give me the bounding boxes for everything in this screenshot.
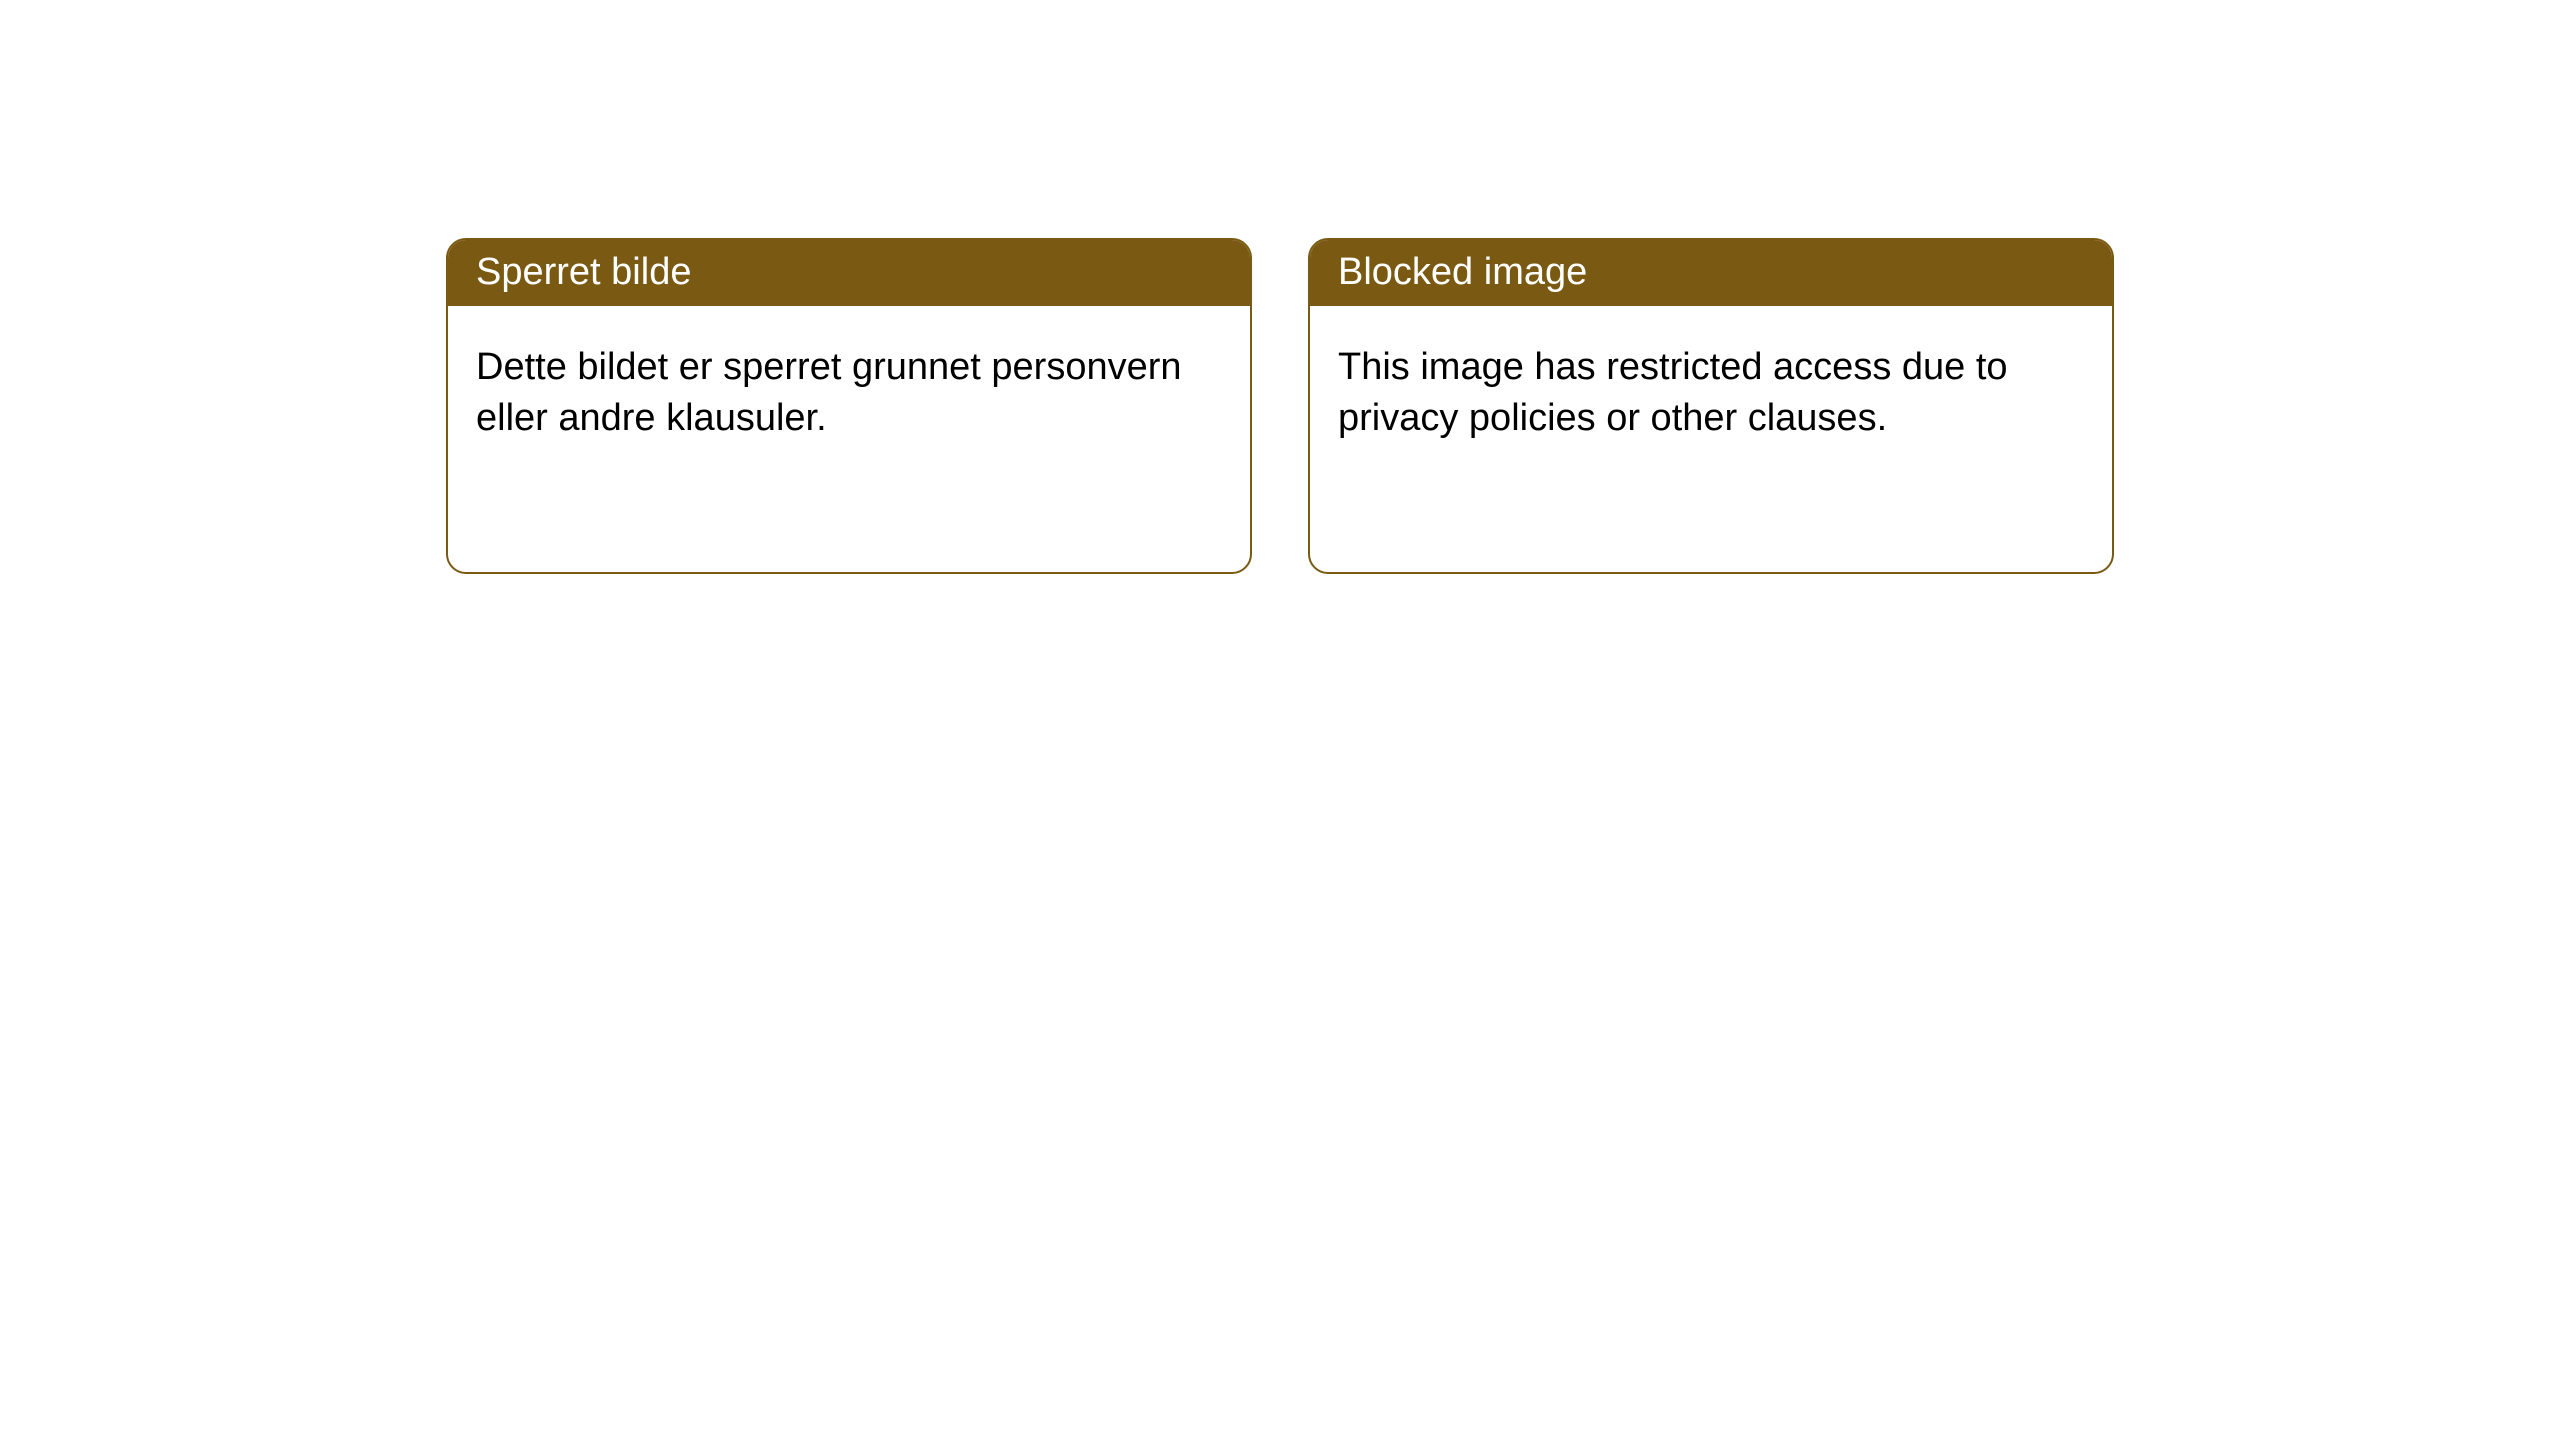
card-title: Blocked image bbox=[1310, 240, 2112, 306]
card-body: This image has restricted access due to … bbox=[1310, 306, 2112, 481]
card-title: Sperret bilde bbox=[448, 240, 1250, 306]
blocked-image-card-no: Sperret bilde Dette bildet er sperret gr… bbox=[446, 238, 1252, 574]
card-body: Dette bildet er sperret grunnet personve… bbox=[448, 306, 1250, 481]
blocked-image-card-en: Blocked image This image has restricted … bbox=[1308, 238, 2114, 574]
notice-container: Sperret bilde Dette bildet er sperret gr… bbox=[0, 0, 2560, 574]
